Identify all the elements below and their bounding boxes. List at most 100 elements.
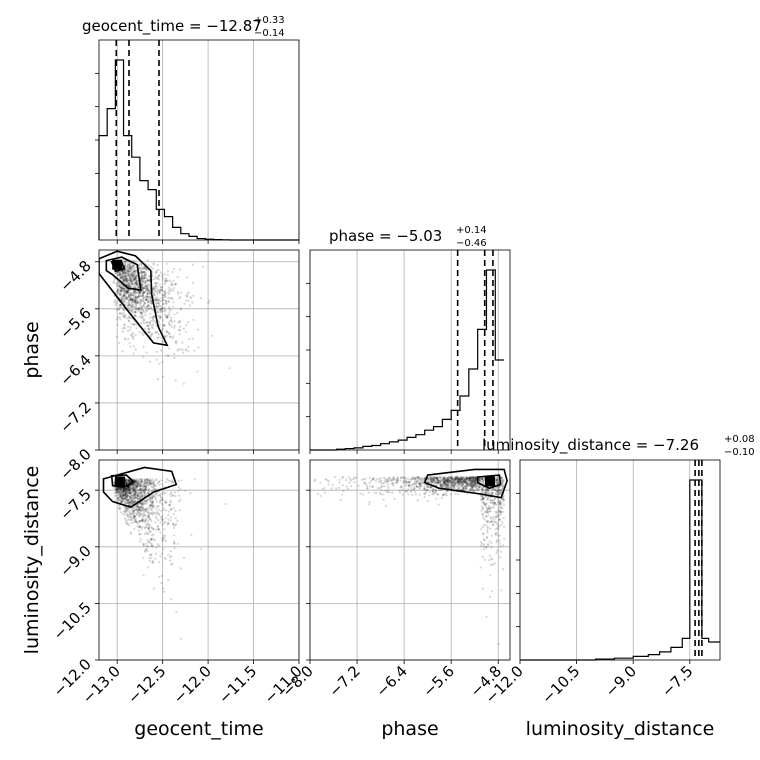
- scatter-point: [460, 485, 463, 488]
- scatter-point: [134, 492, 137, 495]
- scatter-point: [472, 485, 475, 488]
- scatter-point: [152, 504, 155, 507]
- scatter-point: [132, 335, 135, 338]
- scatter-point: [159, 531, 162, 534]
- scatter-point: [167, 578, 170, 581]
- scatter-point: [120, 289, 123, 292]
- scatter-point: [157, 544, 160, 547]
- scatter-point: [186, 321, 189, 324]
- scatter-point: [163, 590, 166, 593]
- scatter-point: [126, 493, 129, 496]
- scatter-point: [126, 325, 130, 328]
- scatter-point: [167, 321, 170, 324]
- scatter-point: [469, 489, 472, 493]
- scatter-point: [124, 276, 127, 280]
- scatter-point: [464, 478, 467, 481]
- scatter-point: [422, 477, 426, 480]
- scatter-point: [123, 269, 126, 272]
- scatter-point: [125, 490, 128, 493]
- scatter-point: [117, 487, 120, 490]
- scatter-point: [482, 515, 485, 518]
- scatter-point: [144, 267, 147, 270]
- scatter-point: [486, 497, 489, 500]
- scatter-point: [142, 485, 146, 488]
- scatter-point: [133, 519, 137, 522]
- scatter-point: [129, 270, 132, 273]
- scatter-point: [485, 502, 488, 505]
- scatter-point: [132, 266, 135, 269]
- scatter-point: [154, 512, 157, 515]
- scatter-point: [132, 278, 135, 281]
- scatter-point: [120, 291, 123, 294]
- scatter-point: [167, 354, 170, 357]
- scatter-point: [462, 489, 466, 492]
- scatter-point: [497, 509, 500, 512]
- scatter-point: [157, 527, 160, 531]
- scatter-point: [117, 288, 120, 291]
- scatter-point: [132, 331, 135, 334]
- scatter-point: [134, 491, 138, 494]
- scatter-point: [436, 480, 439, 483]
- scatter-point: [166, 354, 169, 357]
- scatter-point: [486, 508, 489, 512]
- scatter-point: [415, 476, 418, 479]
- scatter-point: [165, 279, 168, 282]
- title-luminosity-distance: luminosity_distance = −7.26 +0.08 −0.10: [482, 434, 755, 458]
- scatter-point: [138, 293, 141, 296]
- scatter-point: [446, 478, 449, 481]
- scatter-point: [122, 493, 126, 496]
- title-geocent-time-plus: +0.33: [254, 15, 285, 26]
- scatter-point: [147, 300, 150, 303]
- scatter-point: [127, 271, 130, 275]
- scatter-point: [425, 489, 428, 492]
- scatter-point: [474, 486, 478, 489]
- scatter-point: [146, 304, 149, 307]
- scatter-point: [196, 370, 199, 373]
- scatter-point: [129, 514, 132, 518]
- scatter-point: [120, 489, 123, 492]
- scatter-point: [134, 518, 138, 522]
- scatter-point: [161, 498, 164, 502]
- scatter-point: [128, 271, 131, 274]
- scatter-point: [479, 480, 482, 483]
- scatter-point: [129, 488, 132, 491]
- scatter-point: [426, 480, 429, 483]
- scatter-point: [147, 282, 150, 286]
- scatter-point: [142, 287, 145, 290]
- scatter-point: [137, 505, 140, 509]
- scatter-point: [129, 345, 132, 348]
- scatter-point: [172, 289, 175, 292]
- scatter-point: [118, 285, 121, 289]
- scatter-point: [156, 524, 159, 528]
- scatter-point: [125, 269, 129, 272]
- scatter-point: [462, 486, 465, 489]
- scatter-point: [471, 490, 474, 493]
- scatter-point: [122, 279, 125, 282]
- scatter-point: [489, 527, 492, 530]
- scatter-point: [416, 499, 419, 502]
- scatter-point: [130, 516, 133, 519]
- scatter-point: [440, 483, 443, 486]
- scatter-point: [433, 492, 436, 495]
- scatter-point: [502, 499, 505, 502]
- scatter-point: [136, 484, 139, 487]
- scatter-point: [125, 507, 128, 510]
- scatter-point: [154, 479, 157, 482]
- scatter-points: [112, 258, 231, 385]
- scatter-point: [402, 476, 405, 479]
- scatter-point: [454, 481, 457, 484]
- scatter-point: [136, 514, 139, 517]
- scatter-point: [124, 264, 127, 267]
- scatter-point: [158, 528, 161, 531]
- scatter-point: [171, 325, 174, 328]
- scatter-point: [140, 495, 143, 498]
- scatter-point: [173, 491, 177, 494]
- scatter-point: [150, 538, 153, 541]
- scatter-point: [473, 480, 476, 483]
- scatter-point: [154, 557, 157, 560]
- scatter-point: [140, 519, 143, 522]
- scatter-point: [158, 305, 161, 308]
- scatter-point: [152, 315, 155, 318]
- scatter-point: [147, 487, 150, 490]
- scatter-point: [138, 291, 141, 294]
